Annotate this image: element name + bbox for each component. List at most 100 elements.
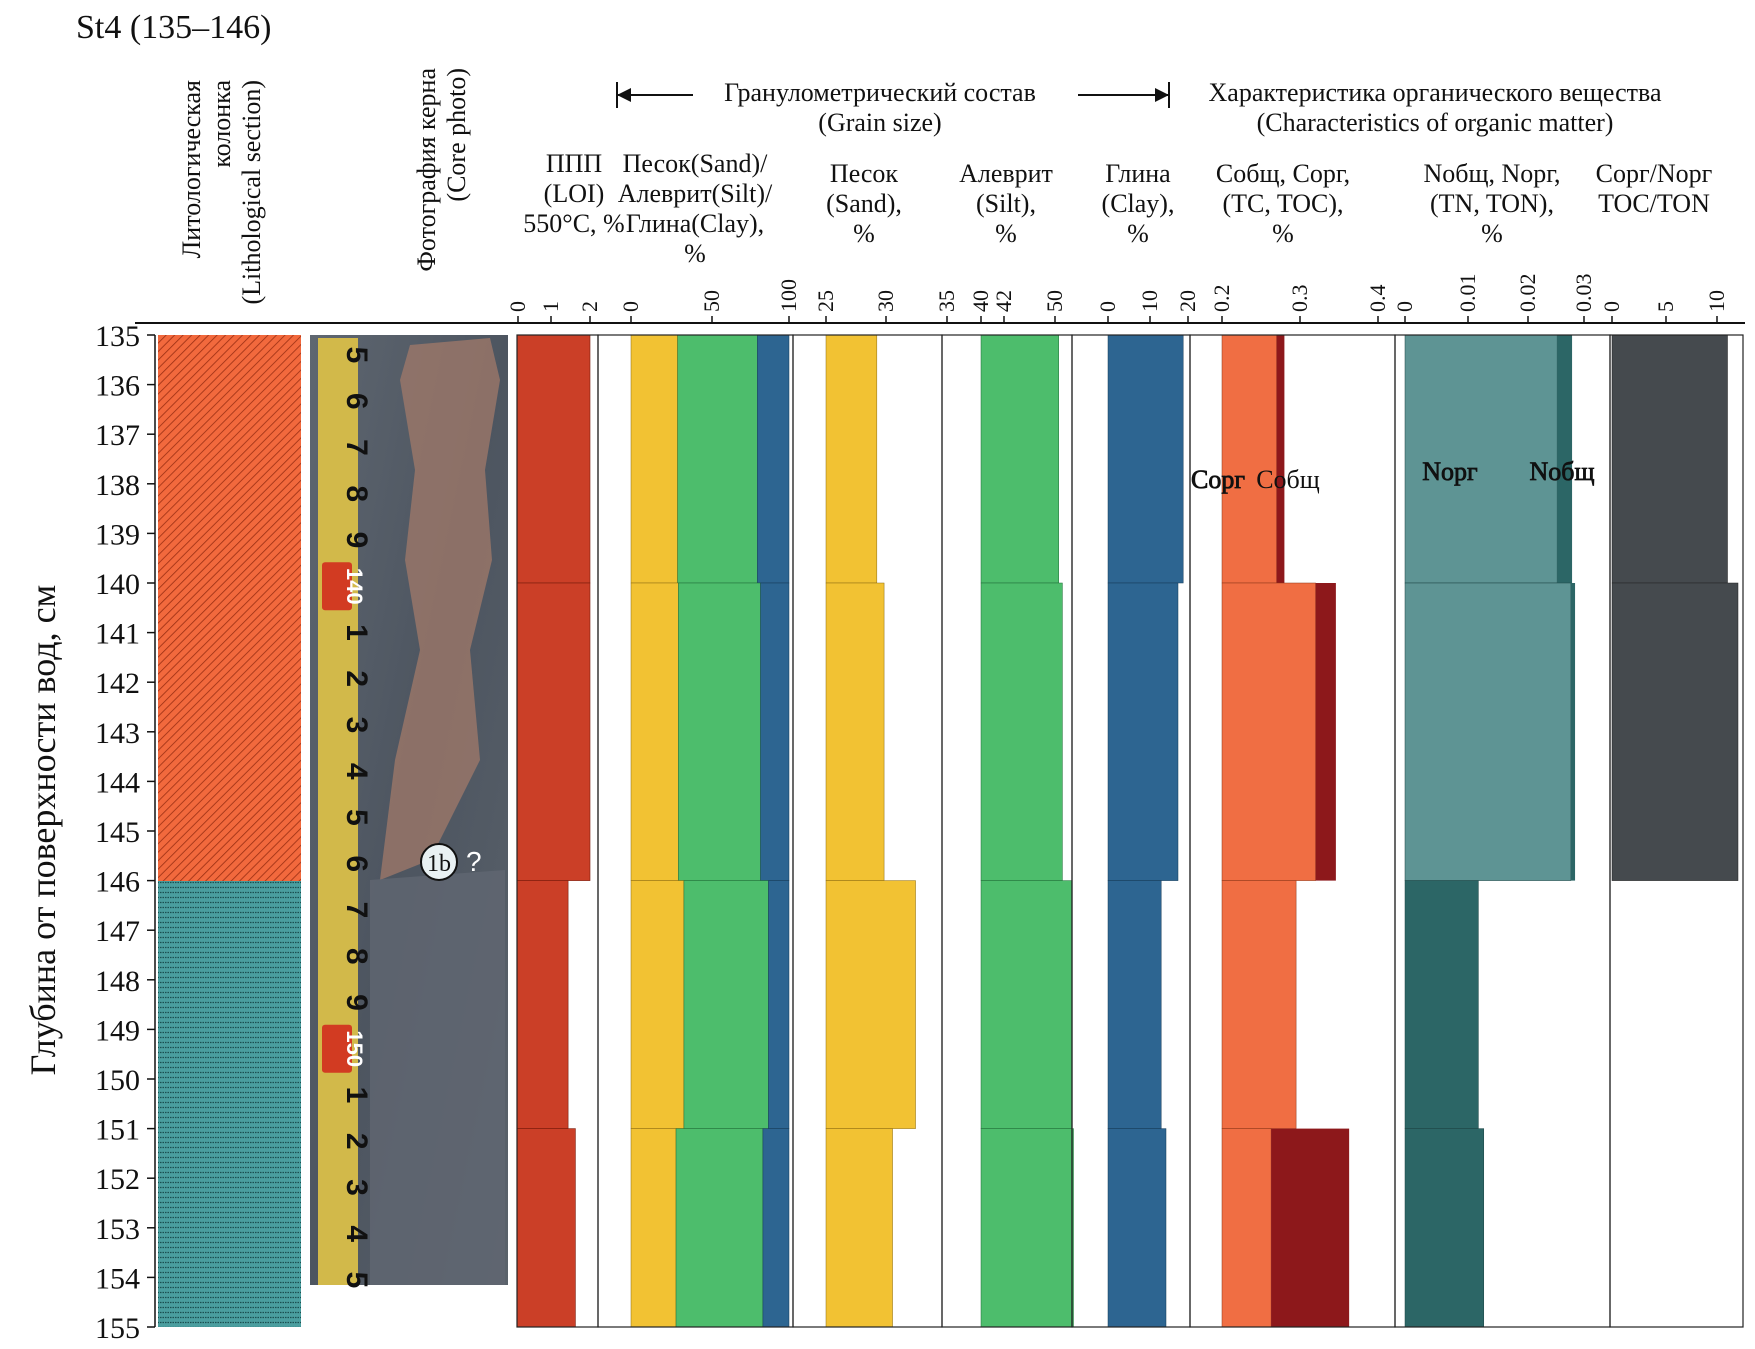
- lithology-header: Литологическая колонка (Lithological sec…: [177, 80, 266, 305]
- composite-clay-bar: [757, 334, 790, 584]
- loi-bar: [516, 582, 591, 881]
- arrow-right-icon: [1155, 88, 1169, 102]
- sand-bar: [825, 582, 885, 881]
- tick-label-loi: 2: [577, 301, 602, 312]
- photo-header-line-1: Фотография керна: [412, 68, 441, 272]
- tick-label-carbon: 0.4: [1365, 285, 1390, 313]
- y-tick-label: 135: [95, 320, 140, 353]
- header-carbon-line-1: Cобщ, Cорг,: [1216, 159, 1350, 188]
- header-ratio-line-1: Cорг/Nорг: [1596, 159, 1713, 188]
- y-tick-label: 143: [95, 717, 140, 750]
- ruler-digit: 8: [340, 948, 373, 965]
- y-tick-label: 153: [95, 1213, 140, 1246]
- y-axis-label: Глубина от поверхности вод, см: [23, 585, 63, 1076]
- core-photo-sediment-upper: [380, 338, 500, 880]
- toc-bar: [1221, 334, 1277, 584]
- ruler-digits: 5 6 7 8 9 140 1 2 3 4 5 6 7 8 9 150 1 2 3 4 5: [322, 347, 373, 1288]
- label-n-org: Nорг: [1422, 457, 1477, 486]
- silt-bar: [980, 880, 1073, 1129]
- tick-label-loi: 0: [505, 301, 530, 312]
- tc-bar: [1276, 335, 1285, 583]
- header-silt-line-3: %: [995, 219, 1017, 248]
- clay-bar: [1107, 880, 1162, 1129]
- tick-label-composite: 0: [618, 301, 643, 312]
- tick-label-sand: 30: [873, 290, 898, 312]
- header-composite-line-1: Песок(Sand)/: [623, 149, 768, 178]
- tick-label-clay: 20: [1175, 290, 1200, 312]
- tick-label-sand: 35: [934, 290, 959, 312]
- ruler-digit: 4: [340, 1225, 373, 1242]
- header-clay-line-2: (Clay),: [1102, 189, 1175, 218]
- grain-section-title-en: (Grain size): [818, 108, 941, 137]
- header-loi-line-1: ППП: [546, 149, 603, 178]
- header-silt-line-1: Алеврит: [959, 159, 1053, 188]
- composite-sand-bar: [630, 880, 685, 1129]
- ruler-decimeter-marker: [322, 1024, 352, 1073]
- tick-label-nitrogen: 0: [1392, 301, 1417, 312]
- header-clay-line-3: %: [1127, 219, 1149, 248]
- annotation-circle-icon: [420, 843, 458, 881]
- header-loi-line-3: 550°C, %: [523, 209, 624, 238]
- clay-bar: [1107, 1128, 1167, 1328]
- panel-frames: [516, 334, 1744, 1328]
- tick-label-clay: 10: [1137, 290, 1162, 312]
- lithology-lower-layer: [158, 881, 301, 1327]
- ruler-digit: 6: [340, 393, 373, 410]
- y-tick-label: 144: [95, 766, 140, 799]
- core-photo: 5 6 7 8 9 140 1 2 3 4 5 6 7 8 9 150 1 2 3 4 5 1b ?: [310, 335, 508, 1288]
- y-tick-label: 152: [95, 1163, 140, 1196]
- tick-label-ratio: 5: [1653, 301, 1678, 312]
- ton-bar: [1404, 880, 1479, 1129]
- organic-section-title-ru: Характеристика органического вещества: [1209, 78, 1662, 107]
- grain-section-title-ru: Гранулометрический состав: [724, 78, 1036, 107]
- y-tick-label: 137: [95, 419, 140, 452]
- arrow-left-icon: [617, 88, 631, 102]
- silt-bar: [980, 1128, 1074, 1328]
- toc-bar: [1221, 880, 1297, 1129]
- tick-label-silt: 42: [991, 290, 1016, 312]
- header-clay-line-1: Глина: [1105, 159, 1171, 188]
- header-carbon-line-3: %: [1272, 219, 1294, 248]
- sand-bar: [825, 334, 878, 584]
- ratio-bar: [1611, 334, 1728, 584]
- y-tick-label: 155: [95, 1312, 140, 1345]
- ruler-digit: 9: [340, 994, 373, 1011]
- lithology-upper-layer: [158, 335, 301, 881]
- header-silt-line-2: (Silt),: [976, 189, 1036, 218]
- photo-header-line-2: (Core photo): [442, 68, 471, 202]
- y-tick-label: 141: [95, 618, 140, 651]
- label-c-org: Cорг: [1191, 465, 1245, 494]
- y-tick-label: 140: [95, 568, 140, 601]
- silt-bar: [980, 334, 1059, 584]
- annotation-question-mark: ?: [466, 846, 482, 877]
- silt-bar: [980, 582, 1063, 881]
- ruler-digit: 1: [340, 1087, 373, 1104]
- composite-clay-bar: [760, 582, 790, 881]
- sand-bar: [825, 1128, 893, 1328]
- sand-bar: [825, 880, 916, 1129]
- ruler-digit: 1: [340, 624, 373, 641]
- y-axis-ticks: 135 136 137 138 139 140 141 142 143 144 145 146 147 1…: [95, 320, 155, 1345]
- header-nitrogen-line-2: (TN, TON),: [1430, 189, 1554, 218]
- composite-silt-bar: [678, 582, 761, 881]
- loi-bar: [516, 1128, 576, 1328]
- header-nitrogen-line-1: Nобщ, Nорг,: [1423, 159, 1560, 188]
- tick-label-carbon: 0.2: [1209, 285, 1234, 313]
- composite-sand-bar: [630, 582, 679, 881]
- ruler-digit: 3: [340, 717, 373, 734]
- tick-label-nitrogen: 0.03: [1571, 274, 1596, 313]
- lithology-header-line-1: Литологическая: [177, 80, 206, 258]
- lithology-header-line-2: колонка: [207, 80, 236, 168]
- ruler-digit: 5: [340, 347, 373, 364]
- ruler-digit: 140: [342, 568, 367, 605]
- data-bars: [516, 334, 1739, 1328]
- y-tick-label: 154: [95, 1262, 140, 1295]
- tick-label-ratio: 0: [1599, 301, 1624, 312]
- ton-bar: [1404, 1128, 1485, 1328]
- y-tick-label: 138: [95, 469, 140, 502]
- header-sand-line-3: %: [853, 219, 875, 248]
- composite-clay-bar: [768, 880, 790, 1129]
- header-ratio-line-2: TOC/TON: [1598, 189, 1710, 218]
- composite-silt-bar: [677, 334, 758, 584]
- y-tick-label: 146: [95, 866, 140, 899]
